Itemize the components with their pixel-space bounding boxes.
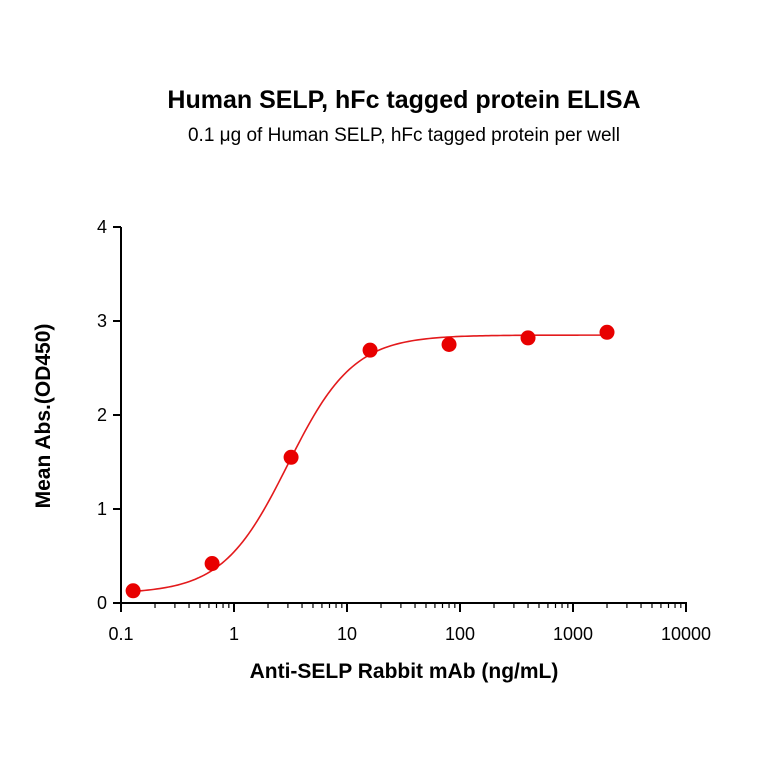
tick-labels: 0 1 2 3 4 0.1 1 10 100 1000 10000: [97, 217, 711, 644]
chart-subtitle: 0.1 μg of Human SELP, hFc tagged protein…: [188, 125, 620, 146]
data-point: [125, 583, 141, 599]
fit-curve: [133, 334, 608, 593]
data-point: [283, 449, 299, 465]
x-tick-label: 1: [229, 624, 239, 644]
y-tick-label: 4: [97, 217, 107, 237]
x-tick-label: 0.1: [108, 624, 133, 644]
data-points: [125, 324, 615, 599]
data-point: [441, 337, 457, 352]
data-point: [204, 556, 220, 572]
x-axis-label: Anti-SELP Rabbit mAb (ng/mL): [250, 660, 559, 683]
data-point: [362, 342, 378, 358]
x-tick-label: 100: [445, 624, 475, 644]
fit-curve-layer: [133, 334, 608, 593]
x-tick-label: 10: [337, 624, 357, 644]
y-tick-label: 3: [97, 311, 107, 331]
data-point: [520, 330, 536, 346]
x-tick-label: 1000: [553, 624, 593, 644]
y-tick-label: 1: [97, 499, 107, 519]
y-axis-label: Mean Abs.(OD450): [32, 324, 55, 509]
data-point: [599, 324, 615, 340]
y-tick-label: 2: [97, 405, 107, 425]
tick-marks: [113, 226, 687, 612]
y-tick-label: 0: [97, 593, 107, 613]
x-tick-label: 10000: [661, 624, 711, 644]
chart-title: Human SELP, hFc tagged protein ELISA: [167, 86, 640, 114]
axes: [120, 227, 687, 604]
